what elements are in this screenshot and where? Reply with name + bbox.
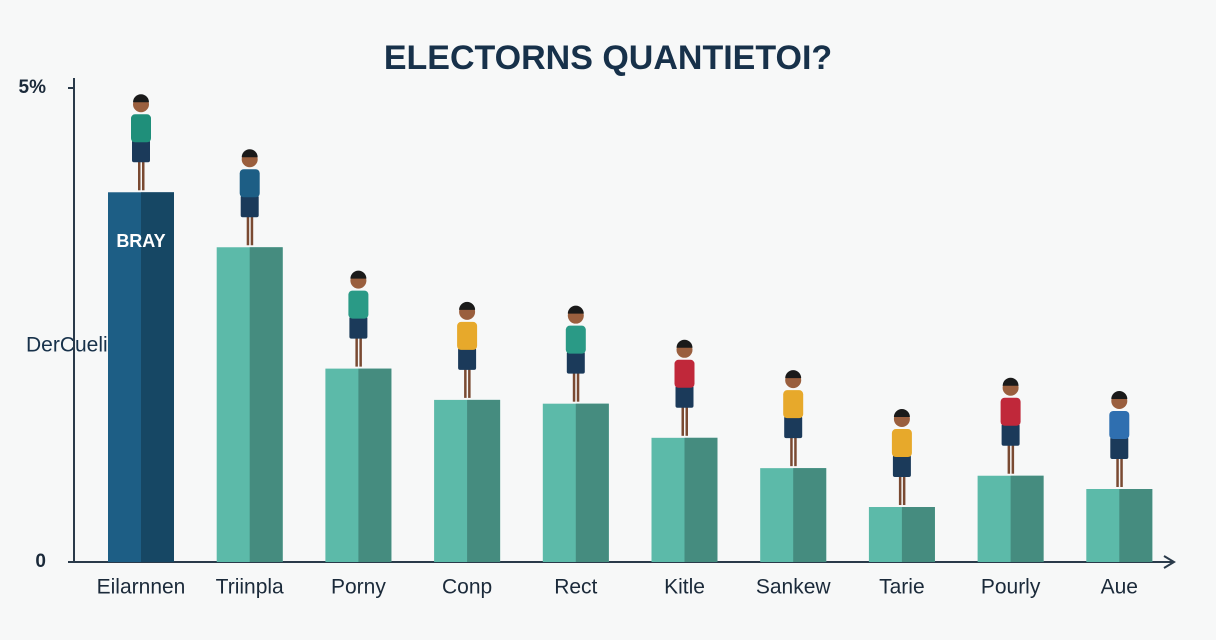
bar-shade (793, 468, 827, 562)
person-part (685, 405, 688, 436)
x-tick-label: Aue (1101, 576, 1138, 599)
person-part (893, 409, 910, 418)
person-illustration (1109, 391, 1130, 488)
bar-shade (684, 437, 718, 562)
person-part (458, 347, 477, 370)
person-part (1116, 457, 1119, 488)
bar-shade (1010, 475, 1044, 562)
bar-shade (249, 247, 283, 562)
bar-shade (575, 403, 609, 562)
person-part (468, 367, 471, 398)
person-part (239, 169, 260, 198)
x-tick-label: Triinpla (216, 576, 284, 599)
person-part (240, 195, 259, 218)
person-part (1011, 443, 1015, 474)
person-part (566, 351, 585, 374)
person-part (1120, 457, 1123, 488)
person-part (790, 436, 793, 467)
person-part (892, 455, 911, 478)
person-part (464, 367, 467, 398)
bar-shade (358, 368, 392, 562)
person-part (142, 160, 145, 191)
x-tick-label: Eilarnnen (97, 576, 186, 599)
person-part (902, 475, 906, 506)
person-part (785, 370, 802, 379)
y-tick-label: 0 (35, 551, 46, 572)
person-part (783, 390, 804, 419)
x-tick-label: Sankew (756, 576, 832, 599)
x-tick-label: Kitle (664, 576, 705, 599)
person-part (350, 270, 367, 279)
person-part (138, 160, 141, 191)
bar-shade (1119, 489, 1153, 562)
person-part (348, 290, 369, 319)
person-part (1007, 443, 1011, 474)
person-part (576, 371, 580, 402)
person-part (674, 359, 695, 388)
person-part (1000, 397, 1021, 426)
person-part (784, 416, 803, 439)
x-tick-label: Tarie (879, 576, 925, 599)
person-part (1002, 377, 1019, 386)
person-part (675, 385, 694, 408)
y-tick-label: 5% (19, 77, 47, 98)
person-illustration (565, 305, 586, 402)
bar-shade (901, 507, 935, 562)
person-part (250, 215, 254, 246)
y-axis-label: DerCuelin (26, 334, 119, 357)
person-part (676, 339, 693, 348)
person-part (681, 405, 684, 436)
x-axis-arrow (1163, 555, 1176, 569)
person-part (1109, 411, 1130, 440)
bar-shade (467, 399, 501, 562)
person-illustration (348, 270, 369, 367)
person-part (898, 475, 902, 506)
person-part (349, 316, 368, 339)
bar-shade (141, 192, 174, 562)
person-illustration (1000, 377, 1021, 474)
person-part (567, 305, 584, 314)
person-part (246, 215, 250, 246)
person-illustration (891, 409, 912, 506)
person-part (1110, 437, 1129, 460)
person-illustration (674, 339, 695, 436)
person-part (131, 114, 151, 143)
person-part (355, 336, 358, 367)
x-tick-label: Porny (331, 576, 386, 599)
person-part (1111, 391, 1128, 400)
x-tick-label: Pourly (981, 576, 1041, 599)
person-part (241, 149, 258, 158)
person-part (572, 371, 576, 402)
person-part (794, 436, 797, 467)
person-illustration (131, 94, 151, 191)
x-tick-label: Conp (442, 576, 492, 599)
person-part (359, 336, 362, 367)
person-illustration (239, 149, 260, 246)
person-part (1001, 423, 1020, 446)
person-part (133, 94, 149, 103)
person-illustration (457, 301, 478, 398)
person-part (132, 140, 150, 163)
person-part (891, 429, 912, 458)
person-part (457, 321, 478, 350)
person-part (565, 325, 586, 354)
person-part (459, 301, 476, 310)
x-tick-label: Rect (554, 576, 597, 599)
bar-label: BRAY (116, 231, 165, 251)
chart-title: ELECTORNS QUANTIETOI? (384, 39, 832, 77)
person-illustration (783, 370, 804, 467)
